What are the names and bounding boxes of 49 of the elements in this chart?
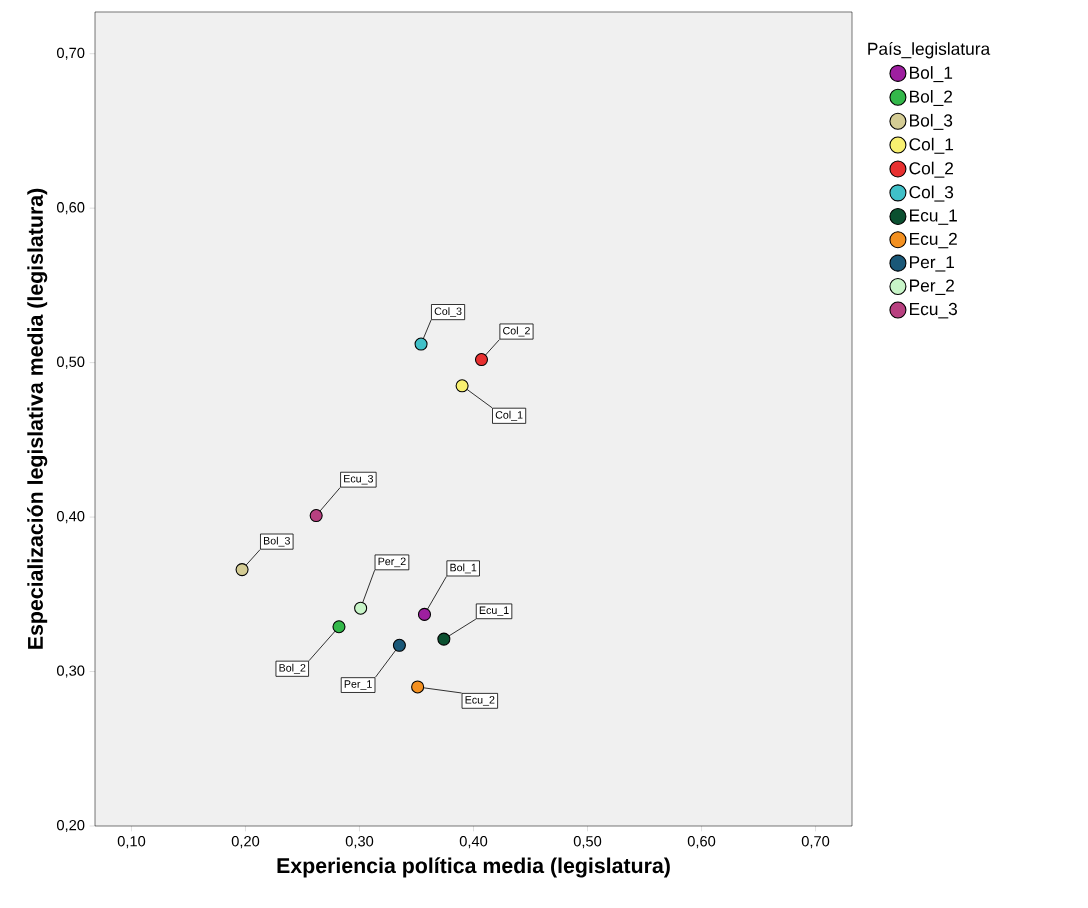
point [455,379,469,393]
x-axis-title: Experiencia política media (legislatura) [277,857,670,878]
point [309,509,323,523]
x-tick-label: 0,70 [801,836,830,849]
point [235,563,249,577]
text: Col_3 [434,307,462,318]
text: Col_2 [503,326,530,337]
text: Col_1 [495,410,523,421]
text: Bol_3 [264,536,290,547]
point [411,680,425,694]
y-tick-label: 0,70 [56,47,85,60]
legend-label: Bol_2 [910,90,953,107]
legend-label: Ecu_2 [910,232,957,249]
legend-label: Bol_1 [910,66,953,83]
y-tick-label: 0,40 [56,511,85,524]
legend-label: Per_2 [910,279,954,295]
text: Per_2 [378,557,406,568]
text: Ecu_2 [465,696,495,706]
y-tick-label: 0,50 [56,356,85,369]
point [332,620,346,634]
legend-label: Bol_3 [910,113,953,130]
legend-label: Col_3 [909,185,954,202]
legend-label: Col_2 [909,161,953,178]
point [414,337,428,351]
text: Per_1 [344,680,372,690]
x-tick-label: 0,30 [345,836,374,849]
legend-label: Per_1 [910,256,954,272]
x-tick-label: 0,10 [117,836,146,849]
x-tick-label: 0,60 [687,836,716,849]
y-tick-label: 0,20 [56,819,85,833]
legend-title: País_legislatura [868,42,991,59]
point [417,607,432,621]
legend-label: Ecu_1 [910,209,957,225]
y-axis-title: Especialización legislativa media (legislatura) [27,188,48,649]
text: Bol_2 [279,663,306,674]
legend-label: Col_1 [909,137,954,154]
point [474,352,489,367]
point [392,638,406,652]
text: Ecu_3 [344,474,374,485]
point [437,632,451,646]
y-tick-label: 0,60 [56,202,85,215]
point [354,601,368,615]
x-tick-label: 0,50 [573,836,602,849]
text: Bol_1 [450,563,477,574]
text: Ecu_1 [479,606,509,617]
x-tick-label: 0,40 [459,836,488,849]
x-tick-label: 0,20 [231,836,260,849]
y-tick-label: 0,30 [56,665,85,678]
legend-label: Ecu_3 [910,302,957,319]
